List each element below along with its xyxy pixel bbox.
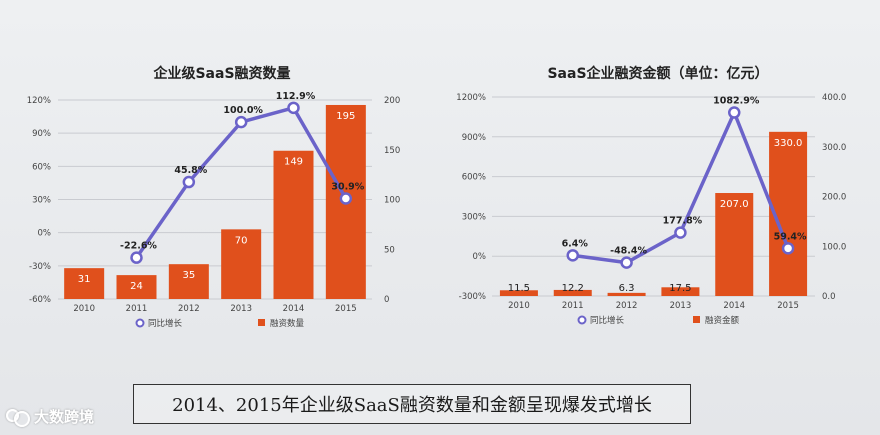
bar-value-label: 35 bbox=[182, 270, 195, 281]
growth-point bbox=[130, 251, 143, 264]
left-axis-tick-label: 0% bbox=[473, 252, 487, 262]
right-axis-tick-label: 50 bbox=[384, 245, 395, 255]
growth-point-label: 45.8% bbox=[174, 165, 207, 176]
bar bbox=[168, 264, 209, 299]
x-tick-label: 2014 bbox=[723, 301, 745, 311]
bar-value-label: 330.0 bbox=[774, 138, 803, 149]
right-axis-tick-label: 100.0 bbox=[822, 242, 846, 252]
growth-point-label: 30.9% bbox=[331, 182, 364, 193]
growth-point bbox=[234, 115, 248, 129]
right-axis-tick-label: 100 bbox=[384, 196, 400, 206]
right-axis-tick-label: 150 bbox=[384, 146, 400, 156]
growth-point bbox=[781, 242, 795, 255]
bar-value-label: 149 bbox=[284, 157, 303, 168]
bar bbox=[553, 289, 592, 296]
bar bbox=[715, 193, 754, 296]
growth-point bbox=[674, 226, 687, 239]
x-tick-label: 2014 bbox=[283, 304, 305, 314]
legend-bar-icon bbox=[258, 319, 265, 326]
growth-point bbox=[182, 175, 196, 189]
growth-point bbox=[728, 106, 741, 119]
brand-logo: 大数跨境 bbox=[6, 403, 94, 429]
bar-value-label: 70 bbox=[235, 235, 248, 246]
right-axis-tick-label: 200.0 bbox=[822, 193, 846, 203]
logo-rings-icon bbox=[6, 407, 30, 427]
chart-title: SaaS企业融资金额（单位：亿元） bbox=[547, 65, 768, 82]
bar-value-label: 12.2 bbox=[562, 283, 584, 294]
x-tick-label: 2010 bbox=[73, 304, 95, 314]
growth-point-label: -48.4% bbox=[610, 246, 647, 257]
right-axis-tick-label: 400.0 bbox=[822, 93, 846, 103]
growth-point-label: 59.4% bbox=[774, 231, 807, 242]
left-axis-tick-label: 1200% bbox=[456, 93, 486, 103]
growth-line bbox=[572, 110, 790, 265]
legend-bar-label: 融资金额 bbox=[705, 315, 740, 326]
bar bbox=[221, 229, 262, 299]
left-axis-tick-label: -30% bbox=[29, 262, 51, 272]
bar-value-label: 195 bbox=[336, 111, 355, 122]
growth-point bbox=[339, 192, 353, 205]
left-axis-tick-label: 600% bbox=[462, 173, 486, 183]
x-tick-label: 2015 bbox=[335, 304, 357, 314]
bar bbox=[661, 287, 700, 296]
growth-point-label: 100.0% bbox=[223, 105, 263, 116]
left-axis-tick-label: 0% bbox=[38, 229, 52, 239]
bar-value-label: 17.5 bbox=[669, 283, 691, 294]
growth-point-label: 112.9% bbox=[276, 91, 316, 102]
right-axis-tick-label: 0 bbox=[384, 295, 389, 305]
legend-line-label: 同比增长 bbox=[590, 315, 625, 326]
x-tick-label: 2013 bbox=[670, 301, 692, 311]
bar-value-label: 11.5 bbox=[508, 283, 530, 294]
left-axis-tick-label: 30% bbox=[32, 196, 51, 206]
bar bbox=[116, 275, 157, 299]
right-axis-tick-label: 0.0 bbox=[822, 292, 836, 302]
bar bbox=[607, 292, 646, 296]
x-tick-label: 2015 bbox=[777, 301, 799, 311]
legend-line-label: 同比增长 bbox=[148, 318, 183, 329]
growth-point bbox=[566, 249, 579, 262]
left-axis-tick-label: -300% bbox=[459, 292, 486, 302]
x-tick-label: 2012 bbox=[616, 301, 638, 311]
bar-value-label: 207.0 bbox=[720, 199, 749, 210]
growth-point-label: 177.8% bbox=[663, 216, 703, 227]
growth-point bbox=[287, 101, 300, 115]
growth-point bbox=[620, 256, 633, 269]
growth-point-label: 1082.9% bbox=[713, 96, 760, 107]
x-tick-label: 2011 bbox=[126, 304, 148, 314]
legend-line-icon bbox=[577, 315, 587, 325]
caption: 2014、2015年企业级SaaS融资数量和金额呈现爆发式增长 bbox=[133, 384, 691, 424]
logo-text: 大数跨境 bbox=[34, 407, 95, 426]
legend-bar-label: 融资数量 bbox=[270, 318, 305, 329]
caption-text: 2014、2015年企业级SaaS融资数量和金额呈现爆发式增长 bbox=[172, 395, 652, 416]
x-tick-label: 2012 bbox=[178, 304, 200, 314]
right-axis-tick-label: 300.0 bbox=[822, 143, 846, 153]
chart-title: 企业级SaaS融资数量 bbox=[152, 65, 290, 82]
left-axis-tick-label: 120% bbox=[27, 96, 51, 106]
bar bbox=[499, 290, 538, 296]
legend-line-icon bbox=[135, 318, 145, 328]
bar-value-label: 6.3 bbox=[619, 283, 635, 294]
bar-value-label: 24 bbox=[130, 281, 143, 292]
x-tick-label: 2010 bbox=[508, 301, 530, 311]
left-axis-tick-label: 60% bbox=[32, 162, 51, 172]
left-axis-tick-label: 90% bbox=[32, 129, 51, 139]
x-tick-label: 2011 bbox=[562, 301, 584, 311]
left-axis-tick-label: 300% bbox=[462, 212, 486, 222]
legend-bar-icon bbox=[693, 316, 700, 323]
bar bbox=[64, 268, 105, 299]
growth-point-label: 6.4% bbox=[562, 238, 589, 249]
right-axis-tick-label: 200 bbox=[384, 96, 400, 106]
bar-value-label: 31 bbox=[78, 274, 91, 285]
bar bbox=[273, 150, 314, 299]
left-axis-tick-label: 900% bbox=[462, 133, 486, 143]
x-tick-label: 2013 bbox=[230, 304, 252, 314]
growth-point-label: -22.6% bbox=[120, 241, 157, 252]
left-axis-tick-label: -60% bbox=[29, 295, 51, 305]
